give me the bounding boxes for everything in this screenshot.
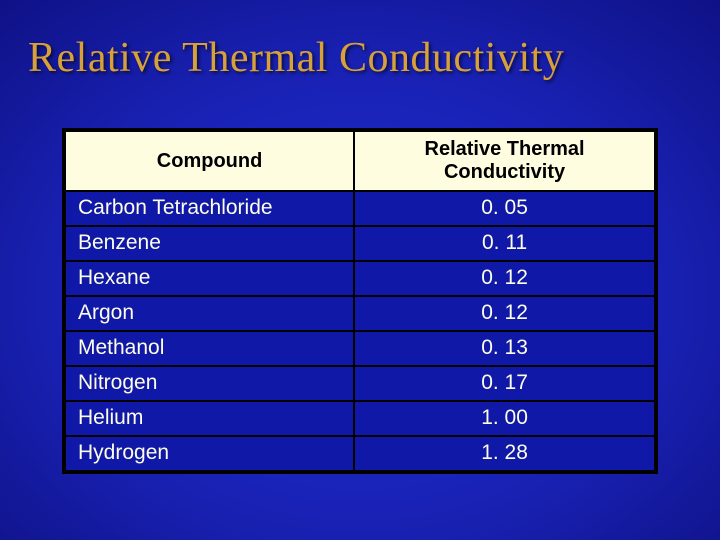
value-cell: 0. 05 <box>354 191 655 226</box>
table-row: Helium 1. 00 <box>65 401 655 436</box>
table-row: Hydrogen 1. 28 <box>65 436 655 471</box>
table-row: Argon 0. 12 <box>65 296 655 331</box>
slide-title: Relative Thermal Conductivity <box>28 34 564 82</box>
value-cell: 1. 28 <box>354 436 655 471</box>
table-row: Benzene 0. 11 <box>65 226 655 261</box>
value-cell: 0. 13 <box>354 331 655 366</box>
compound-cell: Hydrogen <box>65 436 354 471</box>
compound-cell: Methanol <box>65 331 354 366</box>
compound-cell: Benzene <box>65 226 354 261</box>
value-cell: 1. 00 <box>354 401 655 436</box>
table-row: Hexane 0. 12 <box>65 261 655 296</box>
value-cell: 0. 11 <box>354 226 655 261</box>
table-row: Methanol 0. 13 <box>65 331 655 366</box>
table-row: Nitrogen 0. 17 <box>65 366 655 401</box>
col-header-compound: Compound <box>65 131 354 191</box>
compound-cell: Helium <box>65 401 354 436</box>
compound-cell: Nitrogen <box>65 366 354 401</box>
value-cell: 0. 12 <box>354 261 655 296</box>
table-row: Carbon Tetrachloride 0. 05 <box>65 191 655 226</box>
compound-cell: Carbon Tetrachloride <box>65 191 354 226</box>
compound-cell: Argon <box>65 296 354 331</box>
compound-cell: Hexane <box>65 261 354 296</box>
conductivity-table: Compound Relative Thermal Conductivity C… <box>62 128 658 474</box>
table-header-row: Compound Relative Thermal Conductivity <box>65 131 655 191</box>
col-header-value: Relative Thermal Conductivity <box>354 131 655 191</box>
value-cell: 0. 12 <box>354 296 655 331</box>
value-cell: 0. 17 <box>354 366 655 401</box>
